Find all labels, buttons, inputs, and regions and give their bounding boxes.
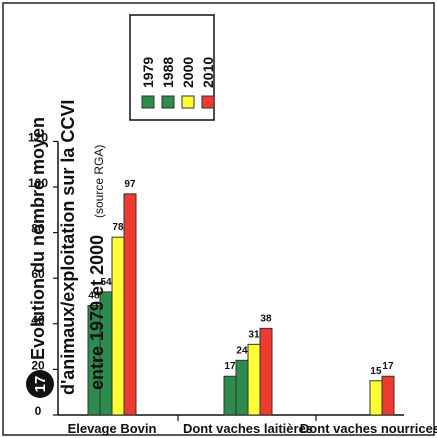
badge-circle — [26, 370, 54, 398]
chart-title-line: d'animaux/exploitation sur la CCVI — [58, 100, 78, 395]
chart-source: (source RGA) — [92, 145, 106, 218]
value-tick-label: 120 — [28, 130, 48, 144]
bar-value-label: 54 — [100, 277, 112, 288]
bar-value-label: 78 — [112, 222, 124, 233]
legend-label: 1979 — [140, 57, 156, 88]
category-label: Dont vaches nourrices — [300, 421, 437, 436]
bar-value-label: 24 — [236, 345, 248, 356]
bar-value-label: 15 — [370, 366, 382, 377]
value-tick-label: 20 — [31, 358, 45, 372]
bar-2010 — [259, 327, 273, 416]
legend-swatch-1979 — [141, 95, 155, 109]
value-tick-label: 0 — [35, 404, 42, 418]
bar-value-label: 31 — [248, 329, 260, 340]
legend-swatch-2010 — [201, 95, 215, 109]
legend-swatch-2000 — [181, 95, 195, 109]
bar-value-label: 97 — [124, 179, 136, 190]
bar-2000 — [369, 380, 383, 416]
legend-label: 2010 — [200, 57, 216, 88]
bar-value-label: 17 — [224, 361, 236, 372]
value-tick-label: 60 — [31, 267, 45, 281]
legend-label: 1988 — [160, 57, 176, 88]
bar-2010 — [123, 193, 137, 416]
value-tick-label: 80 — [31, 222, 45, 236]
legend: 1979 1988 2000 2010 — [129, 14, 216, 121]
bar-1979 — [223, 375, 237, 416]
category-label: Elevage Bovin — [68, 421, 157, 436]
value-tick-label: 40 — [31, 313, 45, 327]
bar-2000 — [111, 236, 125, 416]
value-tick-label: 100 — [28, 176, 48, 190]
category-label: Dont vaches laitières — [183, 421, 313, 436]
bar-value-label: 38 — [260, 313, 272, 324]
badge-number: 17 — [32, 376, 49, 393]
bar-2010 — [381, 375, 395, 416]
bar-2000 — [247, 343, 261, 416]
legend-swatch-1988 — [161, 95, 175, 109]
legend-label: 2000 — [180, 57, 196, 88]
chart-title-line: Evolution du nombre moyen — [28, 117, 48, 360]
bar-value-label: 48 — [88, 291, 100, 302]
bar-1988 — [235, 359, 249, 416]
chart-title-line: entre 1979 et 2000 — [87, 235, 107, 390]
bar-value-label: 17 — [382, 361, 394, 372]
